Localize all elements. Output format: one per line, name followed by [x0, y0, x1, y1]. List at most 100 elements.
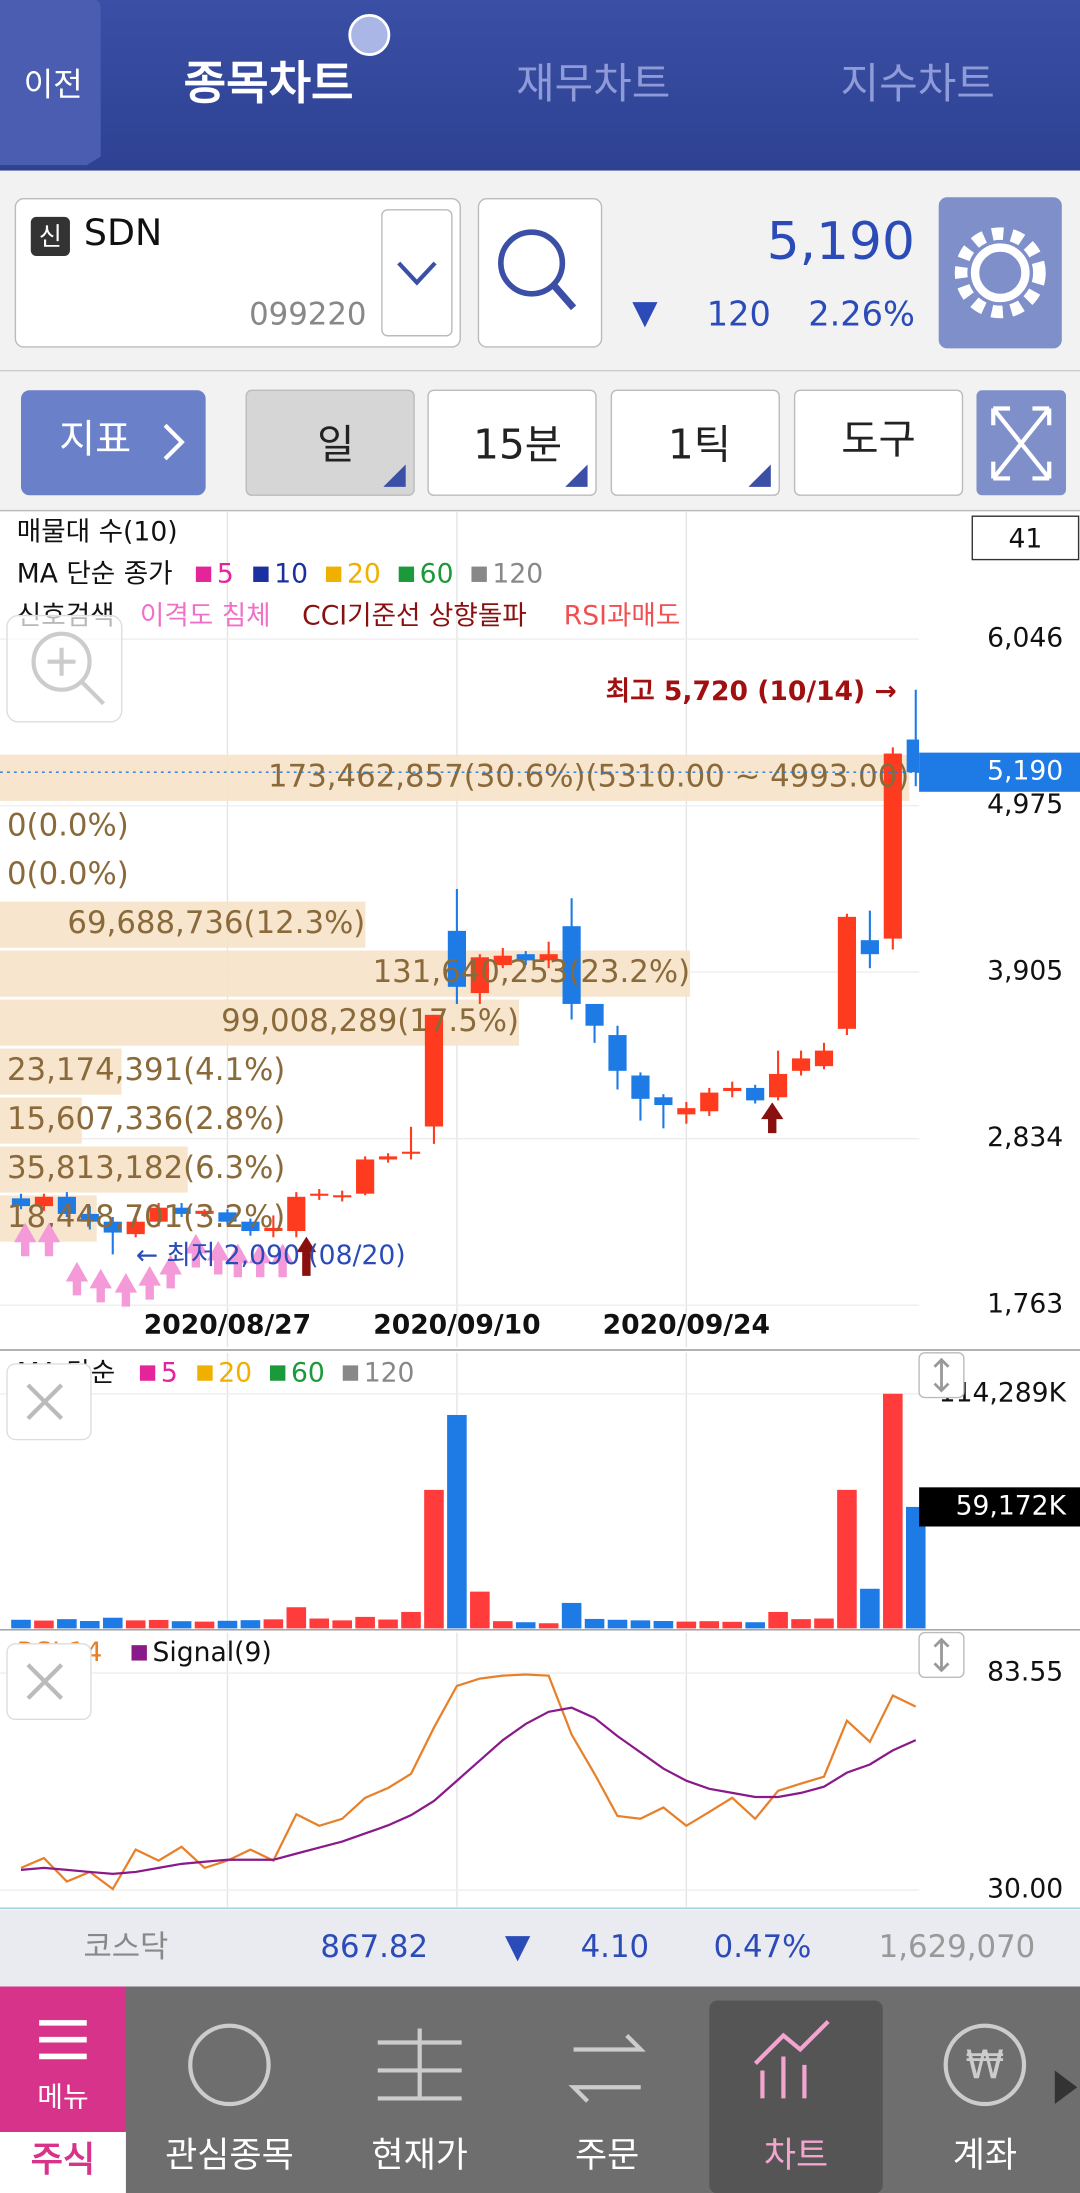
section-tab[interactable] — [0, 2132, 126, 2193]
profile-label: 131,640,253(23.2%) — [373, 954, 690, 990]
candle-body — [562, 926, 581, 1004]
settings-button[interactable] — [938, 197, 1062, 349]
dropdown[interactable] — [381, 209, 453, 337]
legend-swatch — [253, 566, 269, 582]
volume-bar — [607, 1619, 628, 1629]
candle-body — [378, 1156, 398, 1160]
nav-label[interactable]: 현재가 — [371, 2136, 468, 2176]
nav-label[interactable]: 관심종목 — [165, 2136, 294, 2176]
legend-label: 20 — [218, 1357, 252, 1388]
market-volume: 1,629,070 — [879, 1929, 1036, 1965]
signal-arrow — [249, 1243, 272, 1278]
candle-body — [287, 1196, 306, 1232]
close-panel[interactable] — [6, 1363, 92, 1441]
indicator-button[interactable] — [20, 390, 206, 496]
candle-body — [241, 1221, 260, 1232]
legend-swatch — [131, 1645, 147, 1661]
current-box — [919, 752, 1080, 792]
signal-arrow — [89, 1268, 112, 1303]
tab[interactable]: 지수차트 — [841, 59, 995, 108]
period-label[interactable]: 일 — [317, 421, 354, 469]
signal-arrow — [271, 1243, 294, 1278]
volume-bar — [424, 1489, 444, 1629]
market-name: 코스닥 — [83, 1929, 168, 1965]
period-button[interactable] — [610, 389, 780, 496]
candle-body — [585, 1003, 604, 1026]
tools-label[interactable]: 도구 — [841, 415, 916, 463]
back-button[interactable] — [0, 0, 101, 166]
nav-label[interactable]: 차트 — [764, 2136, 828, 2176]
x-tick-label: 2020/08/27 — [144, 1310, 311, 1341]
zoom-icon — [31, 631, 92, 692]
tab[interactable]: 재무차트 — [516, 59, 670, 108]
nav-icon: ₩ — [966, 2043, 1005, 2088]
candle-body — [746, 1087, 765, 1101]
y-tick-label: 4,975 — [987, 789, 1063, 820]
profile-label: 0(0.0%) — [7, 856, 129, 892]
market-rate: 0.47% — [714, 1929, 812, 1965]
nav-label[interactable]: 계좌 — [953, 2136, 1017, 2176]
current-label: 5,190 — [987, 756, 1063, 787]
profile-title: 매물대 수(10) — [17, 517, 178, 548]
stock-box[interactable] — [14, 197, 461, 348]
x-tick-label: 2020/09/24 — [603, 1310, 770, 1341]
period-label[interactable]: 15분 — [473, 421, 562, 469]
period-button[interactable] — [427, 389, 597, 496]
indicator-label[interactable]: 지표 — [59, 418, 131, 463]
volume-bar — [492, 1621, 513, 1629]
search-button[interactable] — [477, 197, 603, 348]
volume-label-box — [919, 1487, 1080, 1527]
candle-body — [608, 1035, 627, 1071]
legend-label: 10 — [274, 558, 308, 589]
signal-label: 이격도 침체 — [140, 600, 271, 631]
rate: 2.26% — [808, 295, 915, 334]
nav-label[interactable]: 주문 — [575, 2136, 639, 2176]
chevron — [163, 423, 185, 461]
legend-label: 60 — [291, 1357, 325, 1388]
profile-bar — [0, 1146, 188, 1193]
y-tick-label: 83.55 — [987, 1657, 1063, 1688]
market-change: 4.10 — [581, 1929, 650, 1965]
candle-body — [356, 1159, 375, 1194]
profile-bar — [0, 901, 366, 948]
zoom-in[interactable] — [6, 614, 123, 723]
volume-bar — [791, 1619, 811, 1629]
candle-body — [631, 1075, 650, 1099]
legend-label: 60 — [420, 558, 454, 589]
legend-swatch — [325, 566, 342, 582]
legend-label: 5 — [161, 1357, 178, 1388]
volume-bar — [148, 1619, 169, 1629]
volume-bar — [561, 1602, 582, 1629]
volume-bar — [768, 1611, 788, 1629]
section-label[interactable]: 주식 — [31, 2140, 95, 2180]
candle-body — [470, 957, 489, 994]
close-icon — [26, 1663, 64, 1700]
period-button[interactable] — [245, 389, 415, 496]
candle-body — [723, 1087, 742, 1092]
candle-body — [218, 1212, 237, 1222]
candle-body — [424, 1014, 444, 1127]
back-label[interactable]: 이전 — [24, 66, 83, 104]
gear — [970, 243, 1030, 303]
close-panel[interactable] — [6, 1643, 92, 1721]
corner-mark — [565, 464, 588, 487]
legend-swatch — [342, 1365, 359, 1381]
signal-label: RSI과매도 — [564, 600, 681, 631]
period-label[interactable]: 1틱 — [668, 421, 731, 469]
legend-swatch — [270, 1365, 286, 1381]
resize-icon — [933, 1357, 950, 1393]
menu-label[interactable]: 메뉴 — [37, 2080, 88, 2113]
volume-bar — [883, 1393, 903, 1629]
profile-bar — [0, 1097, 82, 1144]
tab-icon — [348, 13, 391, 56]
candle-body — [11, 1198, 31, 1207]
volume-bar — [630, 1620, 651, 1629]
volume-bar — [80, 1620, 100, 1629]
tools-button[interactable] — [793, 389, 964, 496]
legend-swatch — [139, 1365, 156, 1381]
signal-arrow — [226, 1243, 250, 1278]
tab[interactable]: 종목차트 — [184, 56, 354, 110]
candle-body — [103, 1221, 122, 1233]
scroll-arrow[interactable] — [1054, 2070, 1078, 2105]
signal-arrow — [159, 1254, 182, 1289]
